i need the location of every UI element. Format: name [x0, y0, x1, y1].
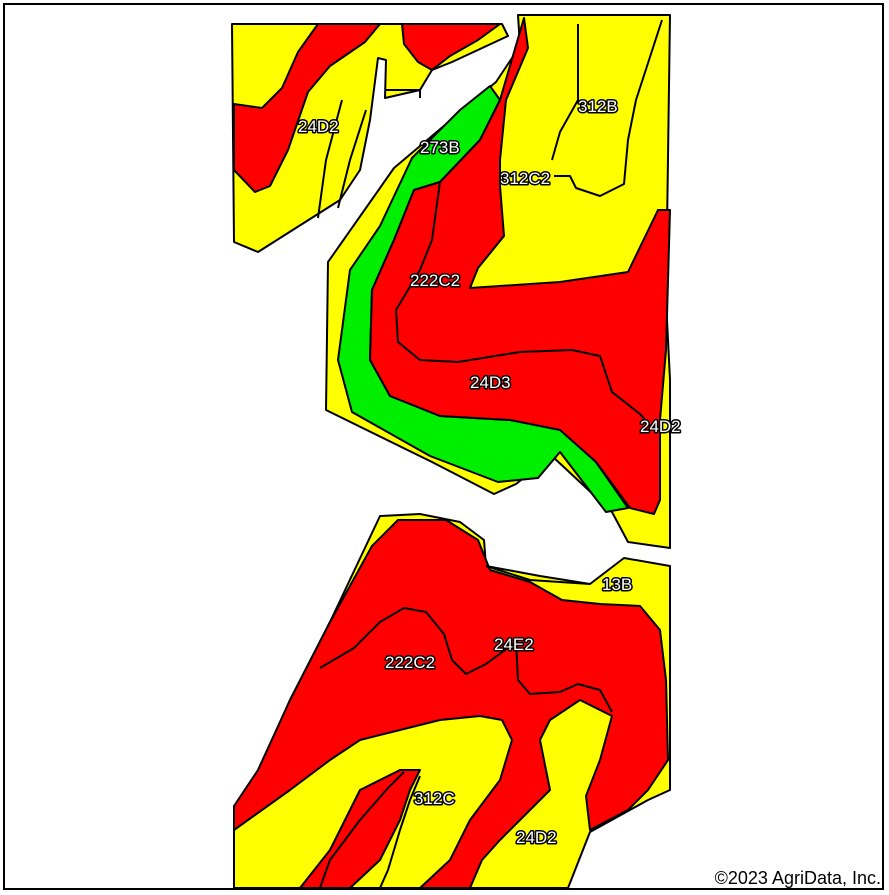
- soil-line-312B-2: [554, 19, 663, 197]
- soil-line-24E2-south: [515, 641, 613, 713]
- soil-label-24D2-east: 24D2: [640, 417, 681, 436]
- soil-line-13B: [485, 565, 591, 585]
- soil-line-222C2-24D3: [395, 181, 655, 431]
- soil-label-312C2: 312C2: [500, 169, 550, 188]
- soil-label-273B: 273B: [420, 138, 460, 157]
- soil-polygon-24D2-red-nw[interactable]: [233, 23, 381, 193]
- soil-label-24D3: 24D3: [470, 373, 511, 392]
- soil-label-222C2-north: 222C2: [410, 271, 460, 290]
- soil-polygon-red-nw-top[interactable]: [401, 23, 501, 71]
- soil-line-nw-1: [317, 99, 343, 219]
- soil-label-312C: 312C: [414, 789, 455, 808]
- soil-line-nw-3: [385, 89, 421, 98]
- soil-label-24E2: 24E2: [494, 635, 534, 654]
- soil-polygon-24D3-red[interactable]: [369, 17, 671, 515]
- soil-label-24D2-nw: 24D2: [298, 117, 339, 136]
- soil-label-13B: 13B: [602, 575, 632, 594]
- soil-line-nw-2: [337, 109, 367, 209]
- soil-label-222C2-south: 222C2: [385, 653, 435, 672]
- soil-line-312C-south: [319, 771, 405, 889]
- copyright-notice: ©2023 AgriData, Inc.: [714, 868, 881, 888]
- soil-line-312C-south-2: [379, 775, 421, 889]
- soil-label-24D2-south: 24D2: [516, 828, 557, 847]
- soil-line-312B-1: [551, 24, 579, 161]
- soil-line-222C2-south: [319, 607, 517, 675]
- soil-polygon-24E2-red[interactable]: [233, 519, 669, 889]
- soil-label-312B: 312B: [578, 97, 618, 116]
